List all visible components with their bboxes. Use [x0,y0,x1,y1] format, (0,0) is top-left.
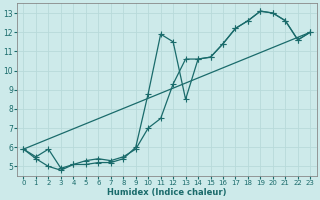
X-axis label: Humidex (Indice chaleur): Humidex (Indice chaleur) [107,188,227,197]
